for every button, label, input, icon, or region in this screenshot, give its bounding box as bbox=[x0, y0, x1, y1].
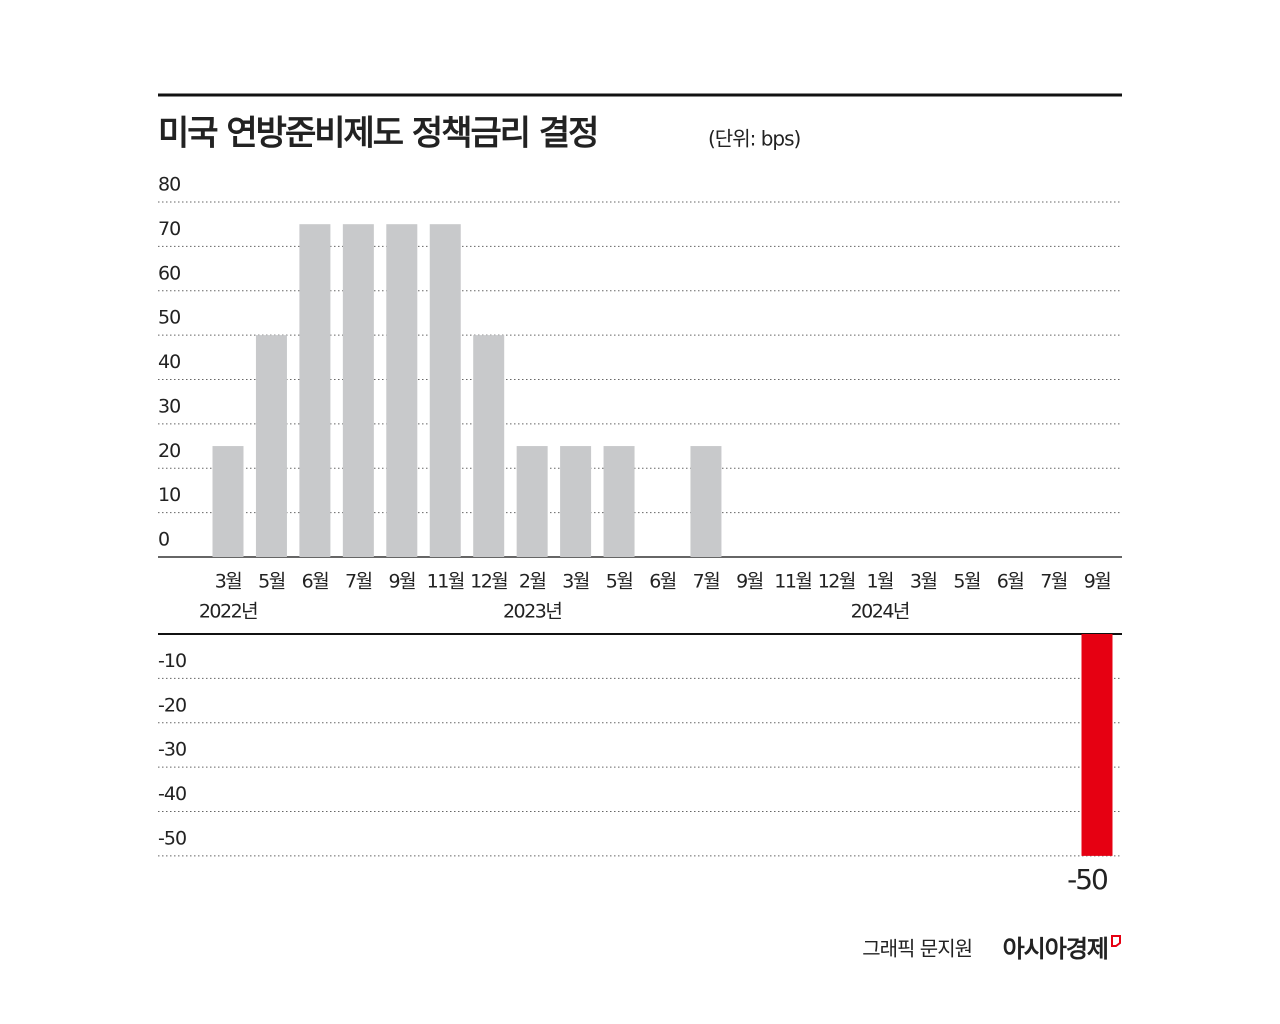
x-tick-label: 7월 bbox=[693, 571, 720, 593]
data-label: -50 bbox=[1067, 863, 1107, 896]
y-tick-label: 30 bbox=[158, 395, 180, 417]
x-tick-label: 6월 bbox=[649, 571, 676, 593]
source: 아시아경제 bbox=[1003, 935, 1108, 963]
x-tick-label: 9월 bbox=[1084, 571, 1111, 593]
y-tick-label: -50 bbox=[158, 827, 186, 849]
x-tick-label: 3월 bbox=[562, 571, 589, 593]
y-tick-label: 50 bbox=[158, 307, 180, 329]
bar bbox=[255, 335, 287, 557]
bar bbox=[603, 446, 635, 557]
y-tick-label: -20 bbox=[158, 694, 186, 716]
y-tick-label: 80 bbox=[158, 174, 180, 196]
x-tick-label: 3월 bbox=[215, 571, 242, 593]
bar bbox=[299, 224, 331, 557]
y-tick-label: -10 bbox=[158, 650, 186, 672]
x-tick-label: 2월 bbox=[519, 571, 546, 593]
year-label: 2024년 bbox=[851, 601, 909, 623]
x-tick-label: 11월 bbox=[774, 571, 811, 593]
y-tick-label: -30 bbox=[158, 739, 186, 761]
x-tick-label: 11월 bbox=[427, 571, 464, 593]
x-tick-label: 6월 bbox=[997, 571, 1024, 593]
bar bbox=[429, 224, 461, 557]
y-tick-label: 10 bbox=[158, 484, 180, 506]
chart-title: 미국 연방준비제도 정책금리 결정 bbox=[158, 114, 597, 154]
x-tick-label: 1월 bbox=[866, 571, 893, 593]
bar bbox=[473, 335, 505, 557]
year-label: 2023년 bbox=[503, 601, 561, 623]
bar bbox=[212, 446, 244, 557]
bar bbox=[560, 446, 592, 557]
y-tick-label: -40 bbox=[158, 783, 186, 805]
bar bbox=[690, 446, 722, 557]
y-tick-label: 40 bbox=[158, 351, 180, 373]
x-tick-label: 9월 bbox=[736, 571, 763, 593]
x-tick-label: 7월 bbox=[345, 571, 372, 593]
x-tick-label: 3월 bbox=[910, 571, 937, 593]
x-tick-label: 9월 bbox=[389, 571, 416, 593]
chart-subtitle: (단위: bps) bbox=[708, 127, 801, 151]
year-label: 2022년 bbox=[199, 601, 257, 623]
bar bbox=[342, 224, 374, 557]
y-tick-label: 70 bbox=[158, 218, 180, 240]
x-tick-label: 6월 bbox=[302, 571, 329, 593]
bar bbox=[1081, 634, 1113, 856]
y-tick-label: 0 bbox=[158, 529, 169, 551]
x-tick-label: 5월 bbox=[606, 571, 633, 593]
x-tick-label: 5월 bbox=[953, 571, 980, 593]
y-tick-label: 60 bbox=[158, 262, 180, 284]
x-tick-label: 12월 bbox=[470, 571, 507, 593]
credit: 그래픽 문지원 bbox=[862, 937, 972, 961]
logo-mark bbox=[1111, 935, 1121, 947]
bar bbox=[516, 446, 548, 557]
x-tick-label: 12월 bbox=[818, 571, 855, 593]
bar bbox=[386, 224, 418, 557]
x-tick-label: 7월 bbox=[1040, 571, 1067, 593]
x-tick-label: 5월 bbox=[258, 571, 285, 593]
y-tick-label: 20 bbox=[158, 440, 180, 462]
